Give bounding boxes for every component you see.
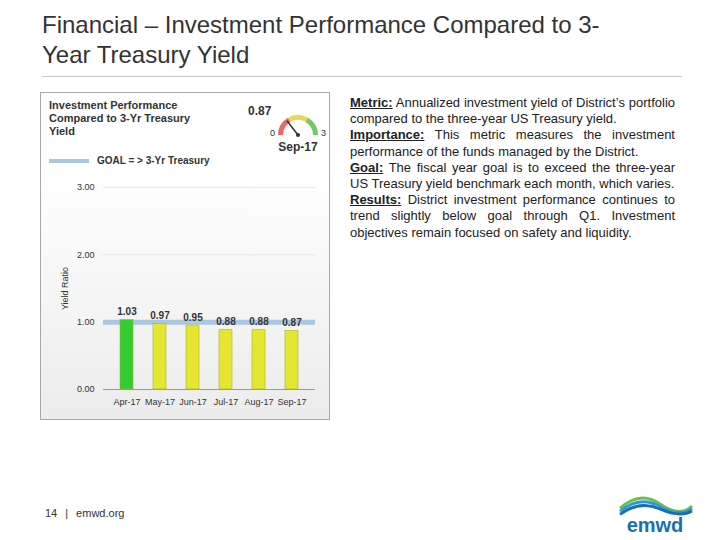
html-text:Importance: This metric measur: Importance: This metric measures the inv… — [350, 127, 675, 159]
html-text:emwd.org: emwd.org — [76, 507, 125, 519]
svg-text:emwd: emwd — [627, 514, 684, 536]
svg-text:Jun-17: Jun-17 — [179, 397, 207, 407]
html-text:Investment Performance Compare: Investment Performance Compared to 3-Yr … — [49, 99, 191, 137]
svg-text:0.88: 0.88 — [216, 316, 236, 327]
html-text:14: 14 — [45, 507, 58, 519]
svg-text:0.95: 0.95 — [183, 312, 203, 323]
svg-text:3.00: 3.00 — [77, 182, 95, 192]
svg-text:0.87: 0.87 — [282, 317, 302, 328]
svg-text:1.03: 1.03 — [117, 306, 137, 317]
svg-text:Aug-17: Aug-17 — [244, 397, 273, 407]
svg-text:Yield Ratio: Yield Ratio — [60, 267, 70, 310]
html-text:Metric: Annualized investment: Metric: Annualized investment yield of D… — [350, 95, 675, 127]
svg-text:Apr-17: Apr-17 — [113, 397, 140, 407]
html-text:Results: District investment p: Results: District investment performance… — [350, 192, 675, 240]
svg-text:0.87: 0.87 — [248, 104, 272, 118]
svg-text:3: 3 — [321, 128, 326, 138]
svg-text:0.00: 0.00 — [77, 384, 95, 394]
svg-text:Sep-17: Sep-17 — [278, 140, 318, 154]
svg-text:1.00: 1.00 — [77, 317, 95, 327]
svg-text:May-17: May-17 — [145, 397, 175, 407]
svg-text:Jul-17: Jul-17 — [214, 397, 239, 407]
svg-text:0.88: 0.88 — [249, 316, 269, 327]
html-text:GOAL = > 3-Yr Treasury: GOAL = > 3-Yr Treasury — [97, 155, 210, 166]
html-text:Goal: The fiscal year goal is: Goal: The fiscal year goal is to exceed … — [350, 159, 675, 191]
svg-text:0: 0 — [270, 128, 275, 138]
svg-text:0.97: 0.97 — [150, 310, 170, 321]
html-text:Financial – Investment Perform: Financial – Investment Performance Compa… — [42, 11, 600, 68]
svg-text:Sep-17: Sep-17 — [277, 397, 306, 407]
svg-text:2.00: 2.00 — [77, 250, 95, 260]
